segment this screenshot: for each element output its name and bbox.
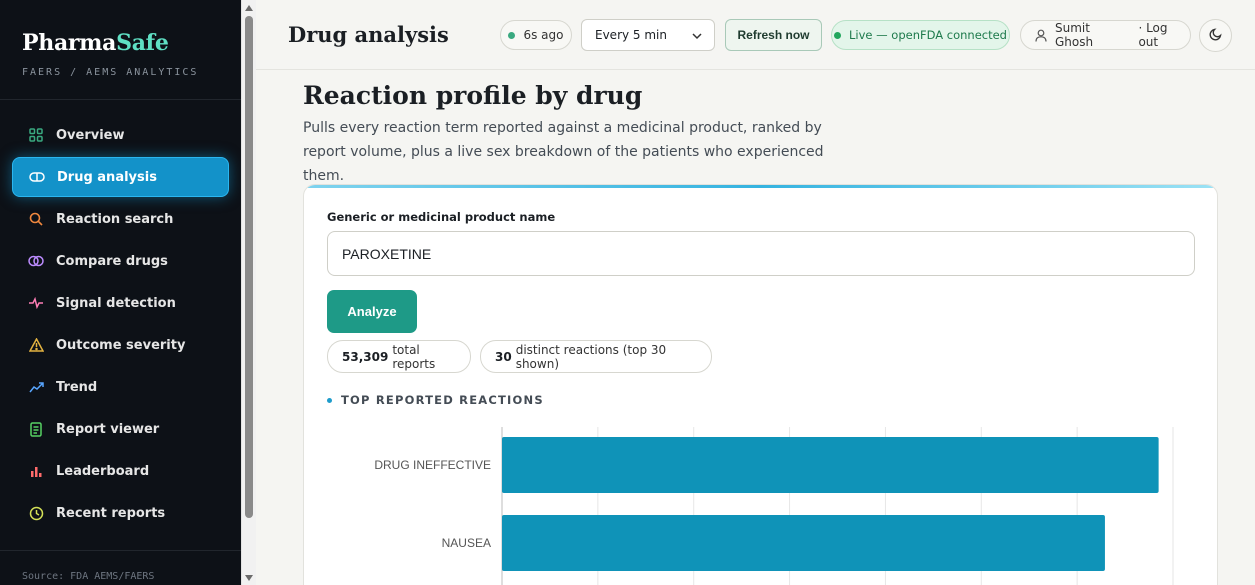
- last-updated-badge: 6s ago: [500, 20, 572, 50]
- top-header: Drug analysis 6s ago Every 5 min Refresh…: [256, 0, 1255, 70]
- clock-icon: [28, 505, 44, 521]
- product-name-input[interactable]: [327, 231, 1195, 276]
- product-name-label: Generic or medicinal product name: [327, 210, 556, 224]
- distinct-reactions-value: 30: [495, 349, 512, 364]
- brand-subtitle: FAERS / AEMS ANALYTICS: [22, 67, 199, 78]
- sidebar-item-reaction-search[interactable]: Reaction search: [12, 199, 229, 239]
- live-dot-icon: [833, 31, 841, 39]
- document-icon: [28, 421, 44, 437]
- user-name: Sumit Ghosh: [1055, 21, 1094, 49]
- live-status-badge: Live — openFDA connected: [831, 20, 1010, 50]
- section-description: Pulls every reaction term reported again…: [303, 120, 824, 184]
- warning-icon: [28, 337, 44, 353]
- total-reports-text: total reports: [392, 342, 436, 371]
- page-title: Drug analysis: [288, 22, 449, 47]
- refresh-now-button[interactable]: Refresh now: [725, 19, 822, 51]
- last-updated-text: 6s ago: [523, 28, 564, 42]
- reactions-bar-chart: DRUG INEFFECTIVE NAUSEA: [374, 427, 1174, 585]
- compare-icon: [28, 253, 44, 269]
- chart-category-label: NAUSEA: [442, 536, 491, 550]
- sidebar-item-leaderboard[interactable]: Leaderboard: [12, 451, 229, 491]
- trend-icon: [28, 379, 44, 395]
- total-reports-value: 53,309: [342, 349, 389, 364]
- sidebar-item-label: Drug analysis: [57, 169, 157, 185]
- sidebar-item-label: Outcome severity: [56, 337, 186, 353]
- source-footer: Source: FDA AEMS/FAERS: [22, 571, 155, 582]
- search-icon: [28, 211, 44, 227]
- sidebar-item-label: Reaction search: [56, 211, 174, 227]
- bar-chart-icon: [28, 463, 44, 479]
- sidebar-item-outcome-severity[interactable]: Outcome severity: [12, 325, 229, 365]
- sidebar-divider: [0, 550, 241, 551]
- grid-icon: [28, 127, 44, 143]
- scroll-down-icon[interactable]: [245, 575, 253, 581]
- sidebar: PharmaSafe FAERS / AEMS ANALYTICS Overvi…: [0, 0, 241, 585]
- analysis-card: Generic or medicinal product name Analyz…: [303, 184, 1218, 585]
- sidebar-item-drug-analysis[interactable]: Drug analysis: [12, 157, 229, 197]
- sidebar-item-label: Report viewer: [56, 421, 160, 437]
- sidebar-item-label: Compare drugs: [56, 253, 168, 269]
- user-menu: Sumit Ghosh · Log out: [1020, 20, 1191, 50]
- sidebar-item-overview[interactable]: Overview: [12, 115, 229, 155]
- chart-heading-text: TOP REPORTED REACTIONS: [341, 393, 544, 407]
- chart-category-label: DRUG INEFFECTIVE: [374, 458, 491, 472]
- heading-dot-icon: [327, 397, 332, 403]
- sidebar-item-compare-drugs[interactable]: Compare drugs: [12, 241, 229, 281]
- distinct-reactions-text: distinct reactions (top 30 shown): [515, 342, 667, 371]
- chevron-down-icon: [692, 30, 702, 44]
- refresh-interval-value: Every 5 min: [595, 28, 667, 42]
- total-reports-badge: 53,309 total reports: [327, 340, 471, 373]
- brand-accent: Safe: [116, 30, 169, 56]
- sidebar-item-label: Overview: [56, 127, 125, 143]
- logout-link[interactable]: · Log out: [1138, 21, 1168, 49]
- main-content: Reaction profile by drug Pulls every rea…: [256, 71, 1255, 585]
- distinct-reactions-badge: 30 distinct reactions (top 30 shown): [480, 340, 712, 373]
- sidebar-nav: Overview Drug analysis Reaction search C…: [12, 115, 229, 535]
- live-status-text: Live — openFDA connected: [848, 28, 1007, 42]
- analyze-button[interactable]: Analyze: [327, 290, 417, 333]
- chart-bar[interactable]: [502, 515, 1105, 571]
- chart-bar[interactable]: [502, 437, 1159, 493]
- refresh-interval-select[interactable]: Every 5 min: [581, 19, 715, 51]
- status-dot-icon: [508, 31, 516, 39]
- user-icon: [1035, 29, 1047, 42]
- sidebar-item-label: Signal detection: [56, 295, 176, 311]
- theme-toggle-button[interactable]: [1199, 19, 1232, 52]
- chart-heading: TOP REPORTED REACTIONS: [327, 393, 544, 407]
- sidebar-item-label: Recent reports: [56, 505, 166, 521]
- scroll-thumb[interactable]: [245, 16, 253, 518]
- sidebar-item-recent-reports[interactable]: Recent reports: [12, 493, 229, 533]
- sidebar-item-trend[interactable]: Trend: [12, 367, 229, 407]
- sidebar-item-label: Leaderboard: [56, 463, 150, 479]
- moon-icon: [1208, 27, 1223, 44]
- sidebar-item-report-viewer[interactable]: Report viewer: [12, 409, 229, 449]
- pill-icon: [29, 169, 45, 185]
- brand-name: Pharma: [22, 30, 117, 56]
- section-title: Reaction profile by drug: [303, 81, 643, 110]
- scroll-up-icon[interactable]: [245, 5, 253, 11]
- pulse-icon: [28, 295, 44, 311]
- sidebar-item-signal-detection[interactable]: Signal detection: [12, 283, 229, 323]
- page-scrollbar[interactable]: [241, 0, 256, 585]
- sidebar-item-label: Trend: [56, 379, 98, 395]
- brand-logo[interactable]: PharmaSafe: [22, 30, 169, 56]
- sidebar-divider: [0, 99, 241, 100]
- card-accent-bar: [304, 185, 1217, 188]
